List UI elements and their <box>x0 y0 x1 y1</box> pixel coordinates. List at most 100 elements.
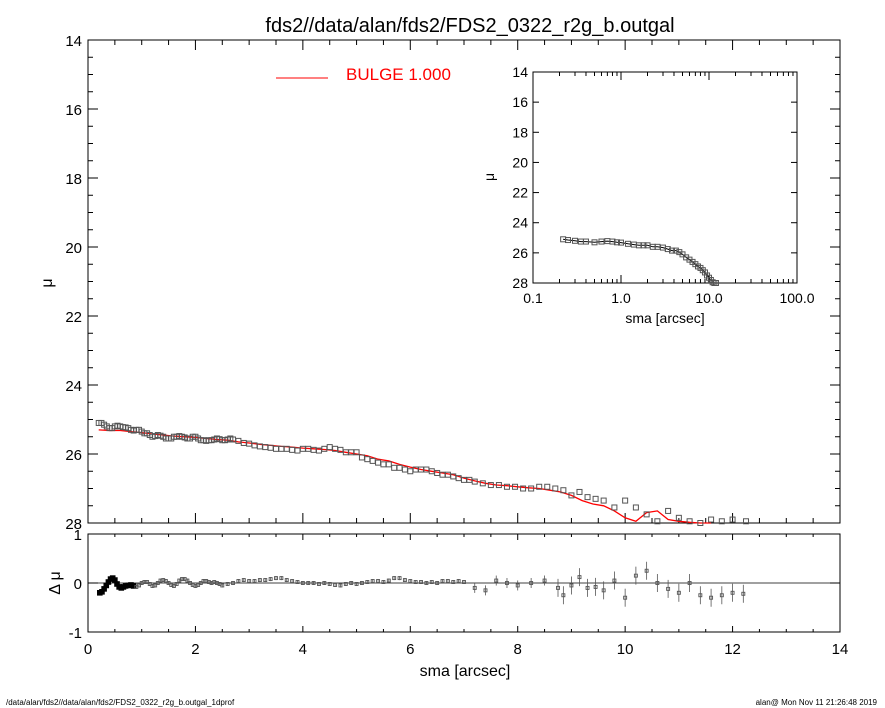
residual-point <box>644 568 649 573</box>
inset-data-point <box>591 239 598 246</box>
main-y-tick-label: 20 <box>65 240 82 257</box>
inset-data-point <box>712 280 719 286</box>
inset-data-point <box>669 247 676 254</box>
inset-data-point <box>613 239 620 246</box>
data-point <box>560 487 567 494</box>
residual-point <box>354 582 359 586</box>
inset-x-tick-label: 1.0 <box>611 290 631 306</box>
residual-point <box>343 582 348 586</box>
inset-y-tick-label: 14 <box>512 64 528 80</box>
residual-point <box>365 580 370 584</box>
data-point <box>353 449 360 456</box>
residual-point <box>306 581 311 585</box>
residual-point <box>741 591 746 596</box>
residual-point <box>687 581 692 585</box>
residual-point <box>577 575 582 580</box>
data-point <box>632 504 639 511</box>
residual-point <box>284 578 289 583</box>
x-axis-label: sma [arcsec] <box>420 663 511 680</box>
x-tick-label: 10 <box>617 641 634 658</box>
inset-y-tick-label: 20 <box>512 154 528 170</box>
residual-point <box>435 581 440 585</box>
residual-point <box>279 576 284 581</box>
residual-point <box>419 580 423 584</box>
inset-x-axis-label: sma [arcsec] <box>625 310 704 326</box>
residual-point <box>137 583 141 588</box>
residual-point <box>295 580 300 584</box>
residual-point <box>231 581 235 585</box>
residual-point <box>317 582 321 586</box>
residual-point <box>370 579 375 583</box>
data-point <box>326 444 333 451</box>
residual-point <box>424 581 429 585</box>
inset-y-tick-label: 22 <box>512 185 528 201</box>
inset-data-point <box>618 239 624 246</box>
data-point <box>654 518 661 525</box>
residual-point <box>349 581 354 585</box>
residual-point <box>413 580 418 584</box>
residual-y-axis-label: Δ μ <box>47 571 64 594</box>
data-point <box>665 507 672 514</box>
data-point <box>487 482 494 489</box>
residual-point <box>386 578 391 583</box>
residual-point <box>236 579 241 583</box>
residual-x-axis: 0 2 4 6 8 10 12 14 <box>84 534 848 658</box>
residual-point <box>166 581 171 585</box>
main-y-axis-label: μ <box>39 278 56 287</box>
data-point <box>380 461 387 468</box>
main-y-axis: 14 16 18 20 22 24 26 28 <box>65 33 840 533</box>
data-point <box>552 485 559 492</box>
residual-y-tick-label: 0 <box>74 576 82 593</box>
residual-point <box>397 576 402 581</box>
residual-point <box>730 590 735 595</box>
residual-point <box>593 584 598 589</box>
residual-point <box>322 581 327 585</box>
residual-point <box>585 585 590 590</box>
residual-point <box>220 583 225 588</box>
residual-point <box>698 593 703 598</box>
bulge-model-line <box>98 429 712 524</box>
residual-point <box>633 573 638 578</box>
legend-label: BULGE 1.000 <box>346 65 451 84</box>
data-point <box>503 483 510 490</box>
residual-point <box>515 583 520 588</box>
inset-x-axis: 0.1 1.0 10.0 100.0 <box>523 72 815 306</box>
residual-point <box>263 578 268 583</box>
residual-point <box>392 576 397 581</box>
chart-title: fds2//data/alan/fds2/FDS2_0322_r2g_b.out… <box>265 15 674 37</box>
data-point <box>697 520 704 526</box>
residual-point <box>338 583 343 588</box>
data-point <box>536 483 543 490</box>
residual-point <box>359 581 364 585</box>
residual-point <box>494 578 499 583</box>
residual-point <box>505 581 509 585</box>
data-point <box>708 516 715 523</box>
data-point <box>576 488 583 495</box>
main-x-ticks <box>87 40 841 523</box>
data-point <box>584 494 591 501</box>
footer-timestamp: alan@ Mon Nov 11 21:26:48 2019 <box>755 698 877 707</box>
residual-point <box>333 583 338 587</box>
data-point <box>675 514 682 521</box>
residual-point <box>290 579 295 583</box>
residual-point <box>655 581 660 585</box>
inset-data-series <box>560 236 719 286</box>
footer-path: /data/alan/fds2//data/alan/fds2/FDS2_032… <box>6 698 235 707</box>
x-tick-label: 4 <box>299 641 307 658</box>
inset-data-point <box>598 238 605 245</box>
residual-point <box>147 582 152 586</box>
inset-data-point <box>582 238 589 245</box>
inset-y-tick-label: 26 <box>512 245 528 261</box>
inset-y-axis-label: μ <box>481 173 497 181</box>
residual-point <box>198 581 203 585</box>
inset-y-axis: 14 16 18 20 22 24 26 28 <box>512 64 797 291</box>
inset-data-point <box>571 237 578 244</box>
data-point <box>622 497 629 504</box>
residual-point <box>196 583 201 587</box>
main-y-tick-label: 16 <box>65 102 82 119</box>
residual-point <box>163 579 168 583</box>
residual-point <box>268 577 273 582</box>
data-point <box>495 482 502 489</box>
residual-point <box>300 581 305 585</box>
